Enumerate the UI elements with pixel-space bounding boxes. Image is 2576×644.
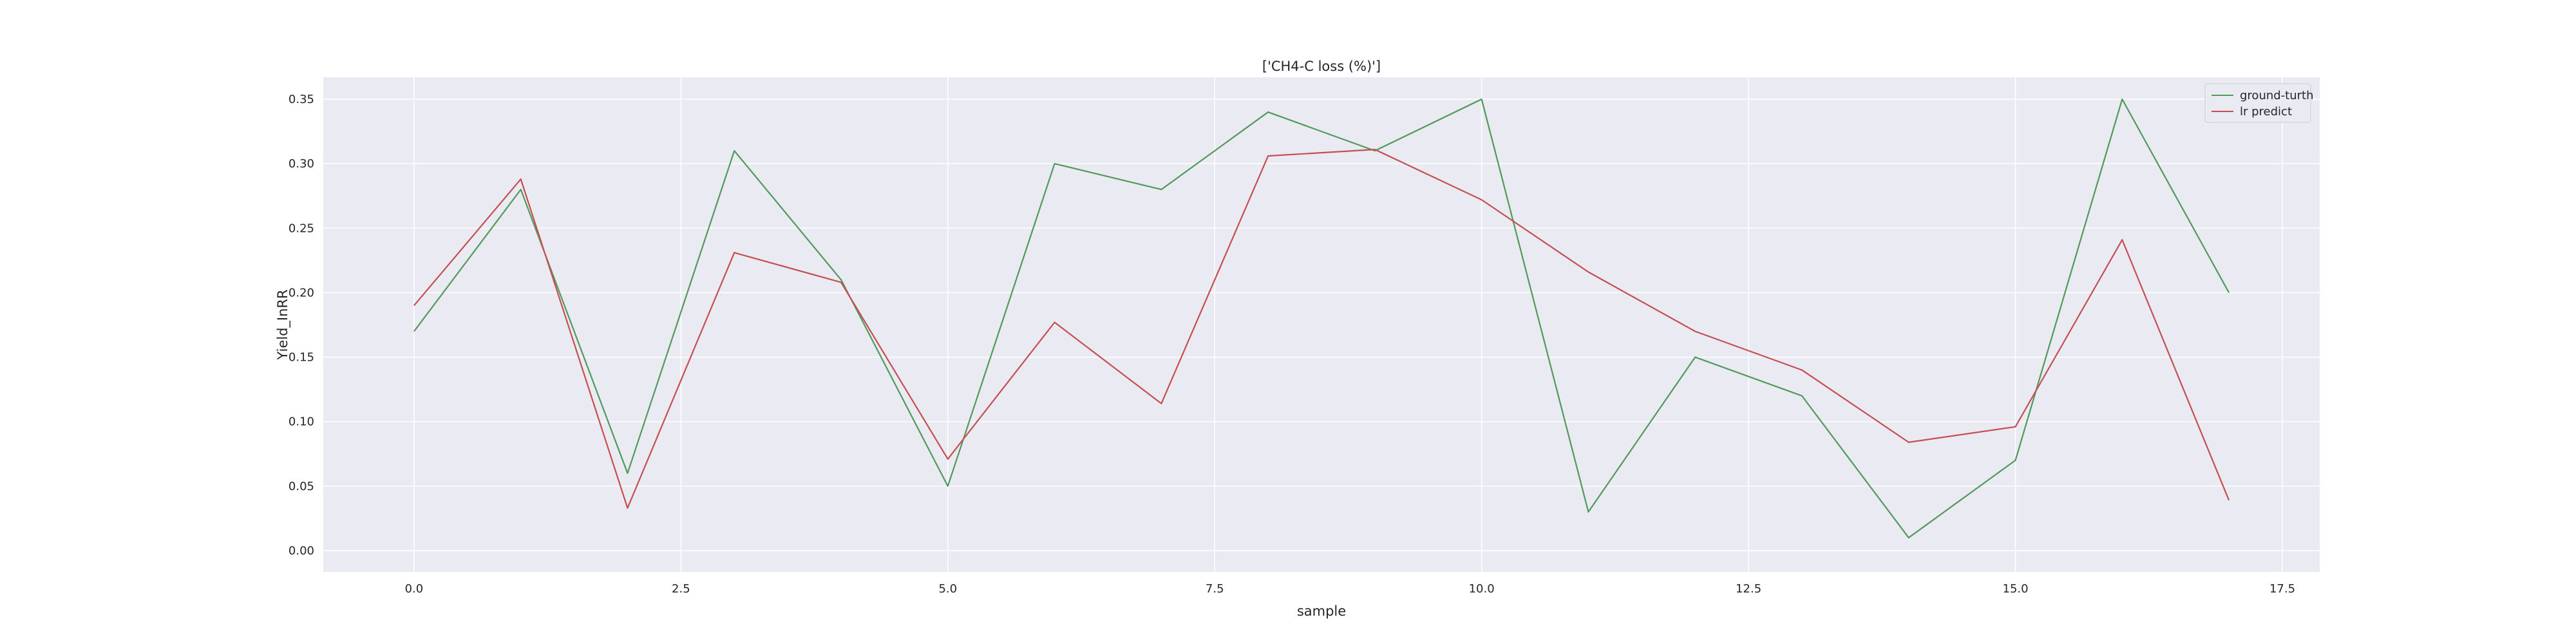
series-line-lr-predict [413,149,2230,509]
grid-lines [323,77,2320,572]
legend-label-lr-predict: lr predict [2240,105,2292,118]
x-tick-label: 12.5 [1736,582,1761,596]
y-tick-label: 0.00 [289,544,314,558]
y-tick-label: 0.10 [289,415,314,429]
y-tick-label: 0.30 [289,157,314,171]
x-tick-label: 2.5 [672,582,690,596]
y-tick-label: 0.35 [289,93,314,106]
x-tick-label: 5.0 [938,582,957,596]
legend-box [2204,83,2311,123]
series-lines [413,98,2230,539]
x-tick-label: 0.0 [405,582,424,596]
legend: ground-turth lr predict [2204,83,2314,123]
y-tick-label: 0.05 [289,480,314,493]
x-tick-label: 10.0 [1469,582,1495,596]
y-tick-label: 0.15 [289,351,314,365]
x-axis-ticks: 0.0 2.5 5.0 7.5 10.0 12.5 15.0 17.5 [405,582,2295,596]
x-tick-label: 15.0 [2003,582,2029,596]
y-tick-label: 0.20 [289,286,314,299]
chart-title: ['CH4-C loss (%)'] [1262,59,1381,74]
y-axis-label: Yield_InRR [275,289,291,360]
series-line-ground-turth [413,98,2230,539]
y-tick-label: 0.25 [289,222,314,235]
x-tick-label: 17.5 [2269,582,2295,596]
y-axis-ticks: 0.00 0.05 0.10 0.15 0.20 0.25 0.30 0.35 [289,93,314,558]
plot-area [323,77,2320,572]
x-tick-label: 7.5 [1206,582,1224,596]
x-axis-label: sample [1297,603,1346,619]
legend-label-ground-turth: ground-turth [2240,89,2314,102]
